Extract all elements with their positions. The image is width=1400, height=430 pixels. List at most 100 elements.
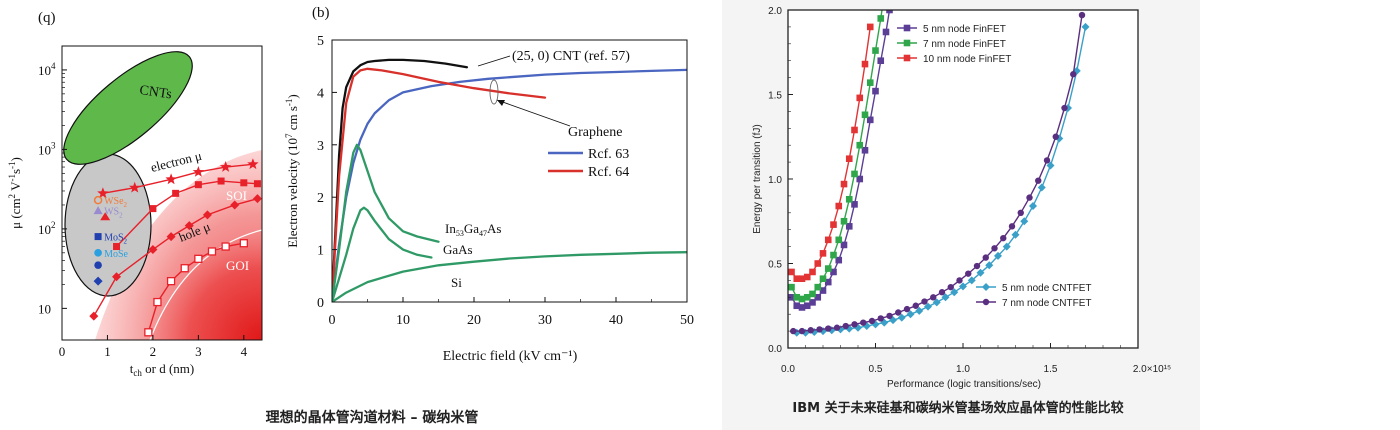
c-point bbox=[1029, 202, 1037, 211]
goi-boundary bbox=[149, 229, 262, 340]
c-point bbox=[819, 250, 827, 257]
c-point bbox=[866, 23, 874, 31]
cnt-ellipse bbox=[63, 51, 193, 165]
c-legend-label: 5 nm node FinFET bbox=[923, 24, 1006, 35]
b-ytick-label: 5 bbox=[317, 34, 324, 49]
c-point bbox=[793, 302, 801, 310]
c-point bbox=[882, 28, 890, 36]
q-ytick-label: 103 bbox=[38, 140, 56, 157]
c-point bbox=[816, 326, 823, 333]
b-series-line bbox=[332, 67, 547, 302]
c-legend-label: 7 nm node CNTFET bbox=[1002, 298, 1091, 309]
q-point-open-square bbox=[153, 297, 162, 307]
c-point bbox=[994, 251, 1002, 260]
panel-b-label: (b) bbox=[312, 5, 330, 21]
c-point bbox=[903, 54, 911, 62]
goi-label: GOI bbox=[226, 258, 249, 273]
c-point bbox=[824, 236, 832, 244]
c-point bbox=[1070, 71, 1077, 78]
c-point bbox=[798, 327, 806, 335]
q-point-star bbox=[192, 166, 205, 177]
c-point bbox=[835, 256, 843, 264]
b-series-line bbox=[332, 58, 469, 302]
cnt-annotation: (25, 0) CNT (ref. 57) bbox=[512, 49, 630, 64]
c-point bbox=[903, 24, 911, 32]
q-point-diamond bbox=[89, 311, 99, 321]
c-point bbox=[793, 294, 801, 301]
c-point bbox=[912, 302, 919, 309]
q-point-star bbox=[247, 158, 259, 170]
b-ytick-label: 3 bbox=[317, 139, 324, 154]
c-point bbox=[1078, 11, 1086, 19]
ref64-legend-label: Rcf. 64 bbox=[588, 165, 629, 180]
c-point bbox=[798, 275, 806, 283]
c-point bbox=[861, 146, 869, 154]
c-point bbox=[982, 254, 989, 261]
panel-q-label: (q) bbox=[38, 10, 56, 26]
c-point bbox=[824, 278, 832, 286]
c-point bbox=[897, 313, 906, 322]
c-legend-label: 10 nm node FinFET bbox=[923, 54, 1011, 65]
c-point bbox=[851, 321, 858, 328]
graphene-marker-ellipse bbox=[489, 79, 499, 105]
c-point bbox=[886, 10, 893, 14]
c-point bbox=[840, 217, 848, 225]
c-point bbox=[866, 79, 874, 86]
c-point bbox=[851, 201, 858, 208]
c-point bbox=[947, 283, 954, 291]
panel-b-frame bbox=[331, 39, 688, 303]
c-yaxis-title: Energy per transition (fJ) bbox=[752, 124, 763, 234]
q-xtick-label: 1 bbox=[104, 344, 111, 359]
q-material-point bbox=[93, 276, 103, 286]
c-point bbox=[938, 289, 946, 296]
c-point bbox=[965, 270, 972, 277]
c-point bbox=[824, 265, 832, 272]
c-xtick-label: 0.0 bbox=[781, 364, 795, 375]
c-point bbox=[1020, 217, 1029, 226]
c-point bbox=[842, 322, 849, 330]
c-point bbox=[967, 276, 976, 285]
c-point bbox=[1008, 223, 1016, 230]
c-point bbox=[886, 312, 893, 320]
c-point bbox=[868, 317, 876, 325]
q-point-open-square bbox=[166, 277, 176, 286]
q-point-star bbox=[97, 187, 109, 199]
c-point bbox=[814, 294, 822, 301]
c-point bbox=[793, 275, 801, 283]
graphene-arrowhead bbox=[497, 100, 505, 106]
c-point bbox=[845, 223, 853, 230]
c-legend-bottom: 5 nm node CNTFET 7 nm node CNTFET bbox=[976, 283, 1091, 309]
q-xaxis-title: tch or d (nm) bbox=[130, 361, 194, 378]
c-point bbox=[982, 298, 990, 306]
c-point bbox=[835, 202, 843, 210]
c-point bbox=[819, 287, 827, 294]
c-point bbox=[1052, 133, 1059, 140]
q-point-square bbox=[172, 189, 180, 197]
b-axes: 0 10 20 30 40 50 0 1 2 3 4 5 bbox=[317, 34, 694, 328]
c-point bbox=[877, 315, 884, 322]
c-series-line bbox=[793, 14, 1083, 332]
c-point bbox=[788, 268, 795, 276]
c-ytick-label: 0.0 bbox=[768, 344, 782, 355]
ingaas-annotation: In53Ga47As bbox=[445, 221, 501, 238]
q-series-group bbox=[89, 158, 262, 337]
b-series-line bbox=[332, 251, 687, 302]
q-series-line bbox=[93, 197, 258, 317]
c-point bbox=[861, 111, 869, 119]
c-point bbox=[1026, 194, 1033, 201]
b-xtick-label: 50 bbox=[680, 313, 694, 328]
panel-c-plot-area bbox=[788, 10, 1138, 348]
q-point-diamond bbox=[166, 232, 176, 242]
q-material-point bbox=[94, 261, 102, 269]
q-point-square bbox=[149, 205, 157, 213]
c-point bbox=[1061, 104, 1068, 112]
q-point-star bbox=[165, 173, 177, 185]
q-point-diamond bbox=[148, 245, 158, 255]
b-xaxis-title: Electric field (kV cm⁻¹) bbox=[443, 349, 578, 364]
q-point-square bbox=[240, 179, 248, 187]
c-point bbox=[982, 283, 990, 291]
panel-q-frame bbox=[61, 45, 263, 341]
q-xtick-label: 0 bbox=[59, 344, 66, 359]
q-point-open-square bbox=[221, 242, 230, 251]
b-series-line bbox=[332, 143, 440, 302]
